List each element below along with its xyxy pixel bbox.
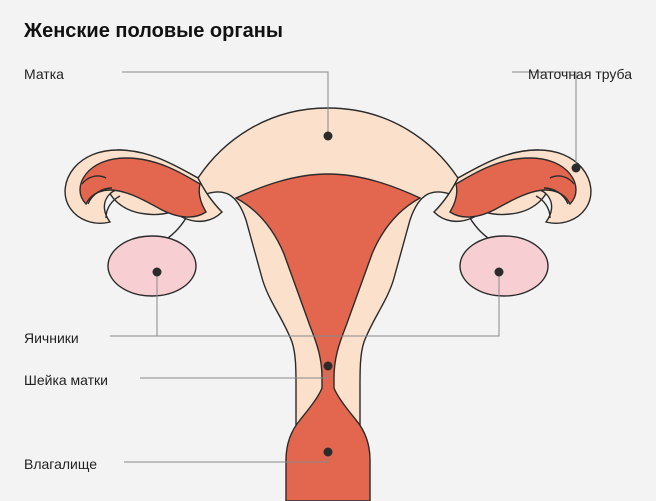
ovary-right xyxy=(460,236,548,296)
dot-uterus xyxy=(324,132,333,141)
dot-ovaries-r xyxy=(495,268,504,277)
label-uterus: Матка xyxy=(24,66,64,82)
label-cervix: Шейка матки xyxy=(24,372,108,388)
dot-ovaries-l xyxy=(153,268,162,277)
label-ovaries: Яичники xyxy=(24,330,79,346)
dot-cervix xyxy=(324,362,333,371)
label-fallopianTube: Маточная труба xyxy=(528,66,632,82)
dot-fallopianTube xyxy=(572,164,581,173)
label-vagina: Влагалище xyxy=(24,456,97,472)
dot-vagina xyxy=(324,448,333,457)
ovary-left xyxy=(108,236,196,296)
